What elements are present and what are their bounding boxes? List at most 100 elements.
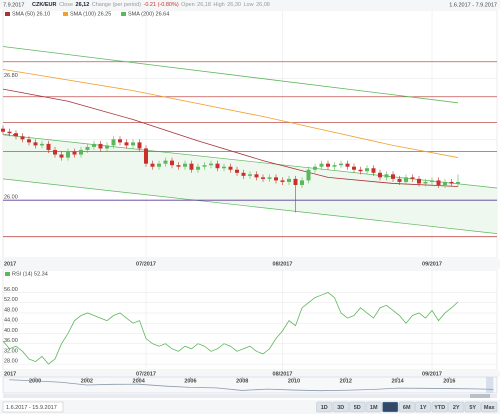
- candle-body: [391, 174, 395, 179]
- range-button[interactable]: [464, 401, 481, 413]
- x-tick-label: 2004: [133, 378, 146, 384]
- x-tick-label: 2014: [391, 378, 404, 384]
- range-button-label[interactable]: 3M: [386, 405, 394, 411]
- range-button[interactable]: [398, 401, 415, 413]
- channel-line: [2, 134, 498, 189]
- footer-range: 1.6.2017 - 15.9.2017: [6, 405, 57, 411]
- x-tick-label: 2017: [4, 261, 16, 267]
- legend-swatch: [121, 12, 126, 16]
- candle-body: [235, 169, 239, 173]
- candle-body: [371, 168, 376, 173]
- range-button-label[interactable]: Max: [484, 405, 496, 411]
- header-range: 1.6.2017 - 7.9.2017: [449, 2, 497, 8]
- range-button[interactable]: [415, 401, 432, 413]
- header-item: Low: [243, 2, 253, 8]
- candle-body: [358, 169, 363, 172]
- candle-body: [456, 181, 460, 184]
- x-tick-label: 2010: [288, 378, 300, 384]
- x-tick-label: 2012: [340, 378, 352, 384]
- y-tick-label: 44.00: [4, 318, 18, 324]
- range-button[interactable]: [365, 401, 382, 413]
- x-tick-label: 2000: [29, 378, 41, 384]
- range-button-label[interactable]: 1Y: [420, 405, 427, 411]
- range-button-label[interactable]: YTD: [434, 405, 445, 411]
- candle-body: [215, 163, 220, 169]
- range-button-label[interactable]: 1D: [321, 405, 328, 411]
- candle-body: [326, 163, 330, 167]
- range-button[interactable]: [382, 401, 399, 413]
- range-button-label[interactable]: 5Y: [469, 405, 476, 411]
- navigator-line: [9, 379, 494, 392]
- x-tick-label: 2017: [4, 371, 16, 377]
- range-button-label[interactable]: 3D: [337, 405, 344, 411]
- candle-body: [280, 180, 285, 182]
- range-button[interactable]: [431, 401, 448, 413]
- date-range-box[interactable]: [2, 401, 64, 413]
- header-item: -0.21 (-0.80%): [144, 2, 179, 8]
- candle-body: [267, 177, 272, 179]
- candle-body: [53, 149, 57, 155]
- legend-label: SMA (50) 26.10: [12, 12, 50, 18]
- candle-body: [196, 166, 200, 170]
- scrollbar[interactable]: [3, 394, 497, 398]
- y-tick-label: 26.80: [4, 73, 18, 79]
- candle-body: [222, 166, 226, 169]
- candle-body: [124, 142, 129, 146]
- header-item: Change (per period): [92, 2, 141, 8]
- candle-body: [430, 180, 434, 182]
- scrollbar-thumb[interactable]: [470, 394, 490, 398]
- x-tick-label: 2006: [184, 378, 196, 384]
- x-axis-band: [0, 259, 500, 269]
- header-date: 7.9.2017: [3, 2, 24, 8]
- header-info: CZK/EUR Close 26,12 Change (per period) -0.2…: [32, 2, 270, 8]
- candle-body: [293, 178, 298, 185]
- header-item: 26,18: [197, 2, 211, 8]
- candle-body: [157, 163, 161, 167]
- navigator-selection[interactable]: [486, 377, 494, 393]
- header-item: 26,30: [227, 2, 241, 8]
- candle-body: [261, 177, 265, 179]
- range-button[interactable]: [316, 401, 333, 413]
- candle-body: [209, 163, 213, 166]
- range-button[interactable]: [481, 401, 498, 413]
- candle-body: [436, 180, 441, 185]
- candle-body: [300, 180, 304, 185]
- candle-body: [163, 160, 168, 164]
- candle-body: [228, 166, 233, 170]
- candle-body: [105, 145, 109, 149]
- range-button[interactable]: [349, 401, 366, 413]
- navigator[interactable]: [2, 376, 498, 394]
- candle-body: [345, 163, 350, 167]
- y-tick-label: 32.00: [4, 348, 18, 354]
- x-tick-label: 2008: [236, 378, 248, 384]
- candle-body: [319, 163, 324, 167]
- candle-body: [332, 165, 337, 167]
- candle-body: [183, 163, 187, 167]
- sma-line: [2, 88, 459, 187]
- range-button-label[interactable]: 5D: [354, 405, 361, 411]
- header-item: High: [213, 2, 224, 8]
- range-button[interactable]: [448, 401, 465, 413]
- range-button[interactable]: [332, 401, 349, 413]
- y-tick-label: 56.00: [4, 287, 18, 293]
- candle-body: [378, 172, 382, 178]
- legend-label: SMA (100) 26.25: [70, 12, 111, 18]
- y-tick-label: 40.00: [4, 328, 18, 334]
- sma-line: [2, 46, 459, 104]
- range-button-label[interactable]: 2Y: [453, 405, 460, 411]
- candle-body: [66, 151, 70, 158]
- y-tick-label: 48.00: [4, 307, 18, 313]
- x-axis-band: [0, 371, 500, 377]
- channel-area: [3, 134, 497, 234]
- candle-body: [417, 178, 421, 184]
- candle-body: [189, 163, 194, 170]
- candle-body: [241, 172, 246, 176]
- candle-body: [118, 139, 122, 143]
- range-button-label[interactable]: 1M: [370, 405, 378, 411]
- header-item: 26,12: [76, 2, 90, 8]
- range-button-label[interactable]: 6M: [403, 405, 411, 411]
- candle-body: [254, 174, 259, 178]
- candle-body: [423, 181, 428, 184]
- x-tick-label: 08/2017: [273, 371, 293, 377]
